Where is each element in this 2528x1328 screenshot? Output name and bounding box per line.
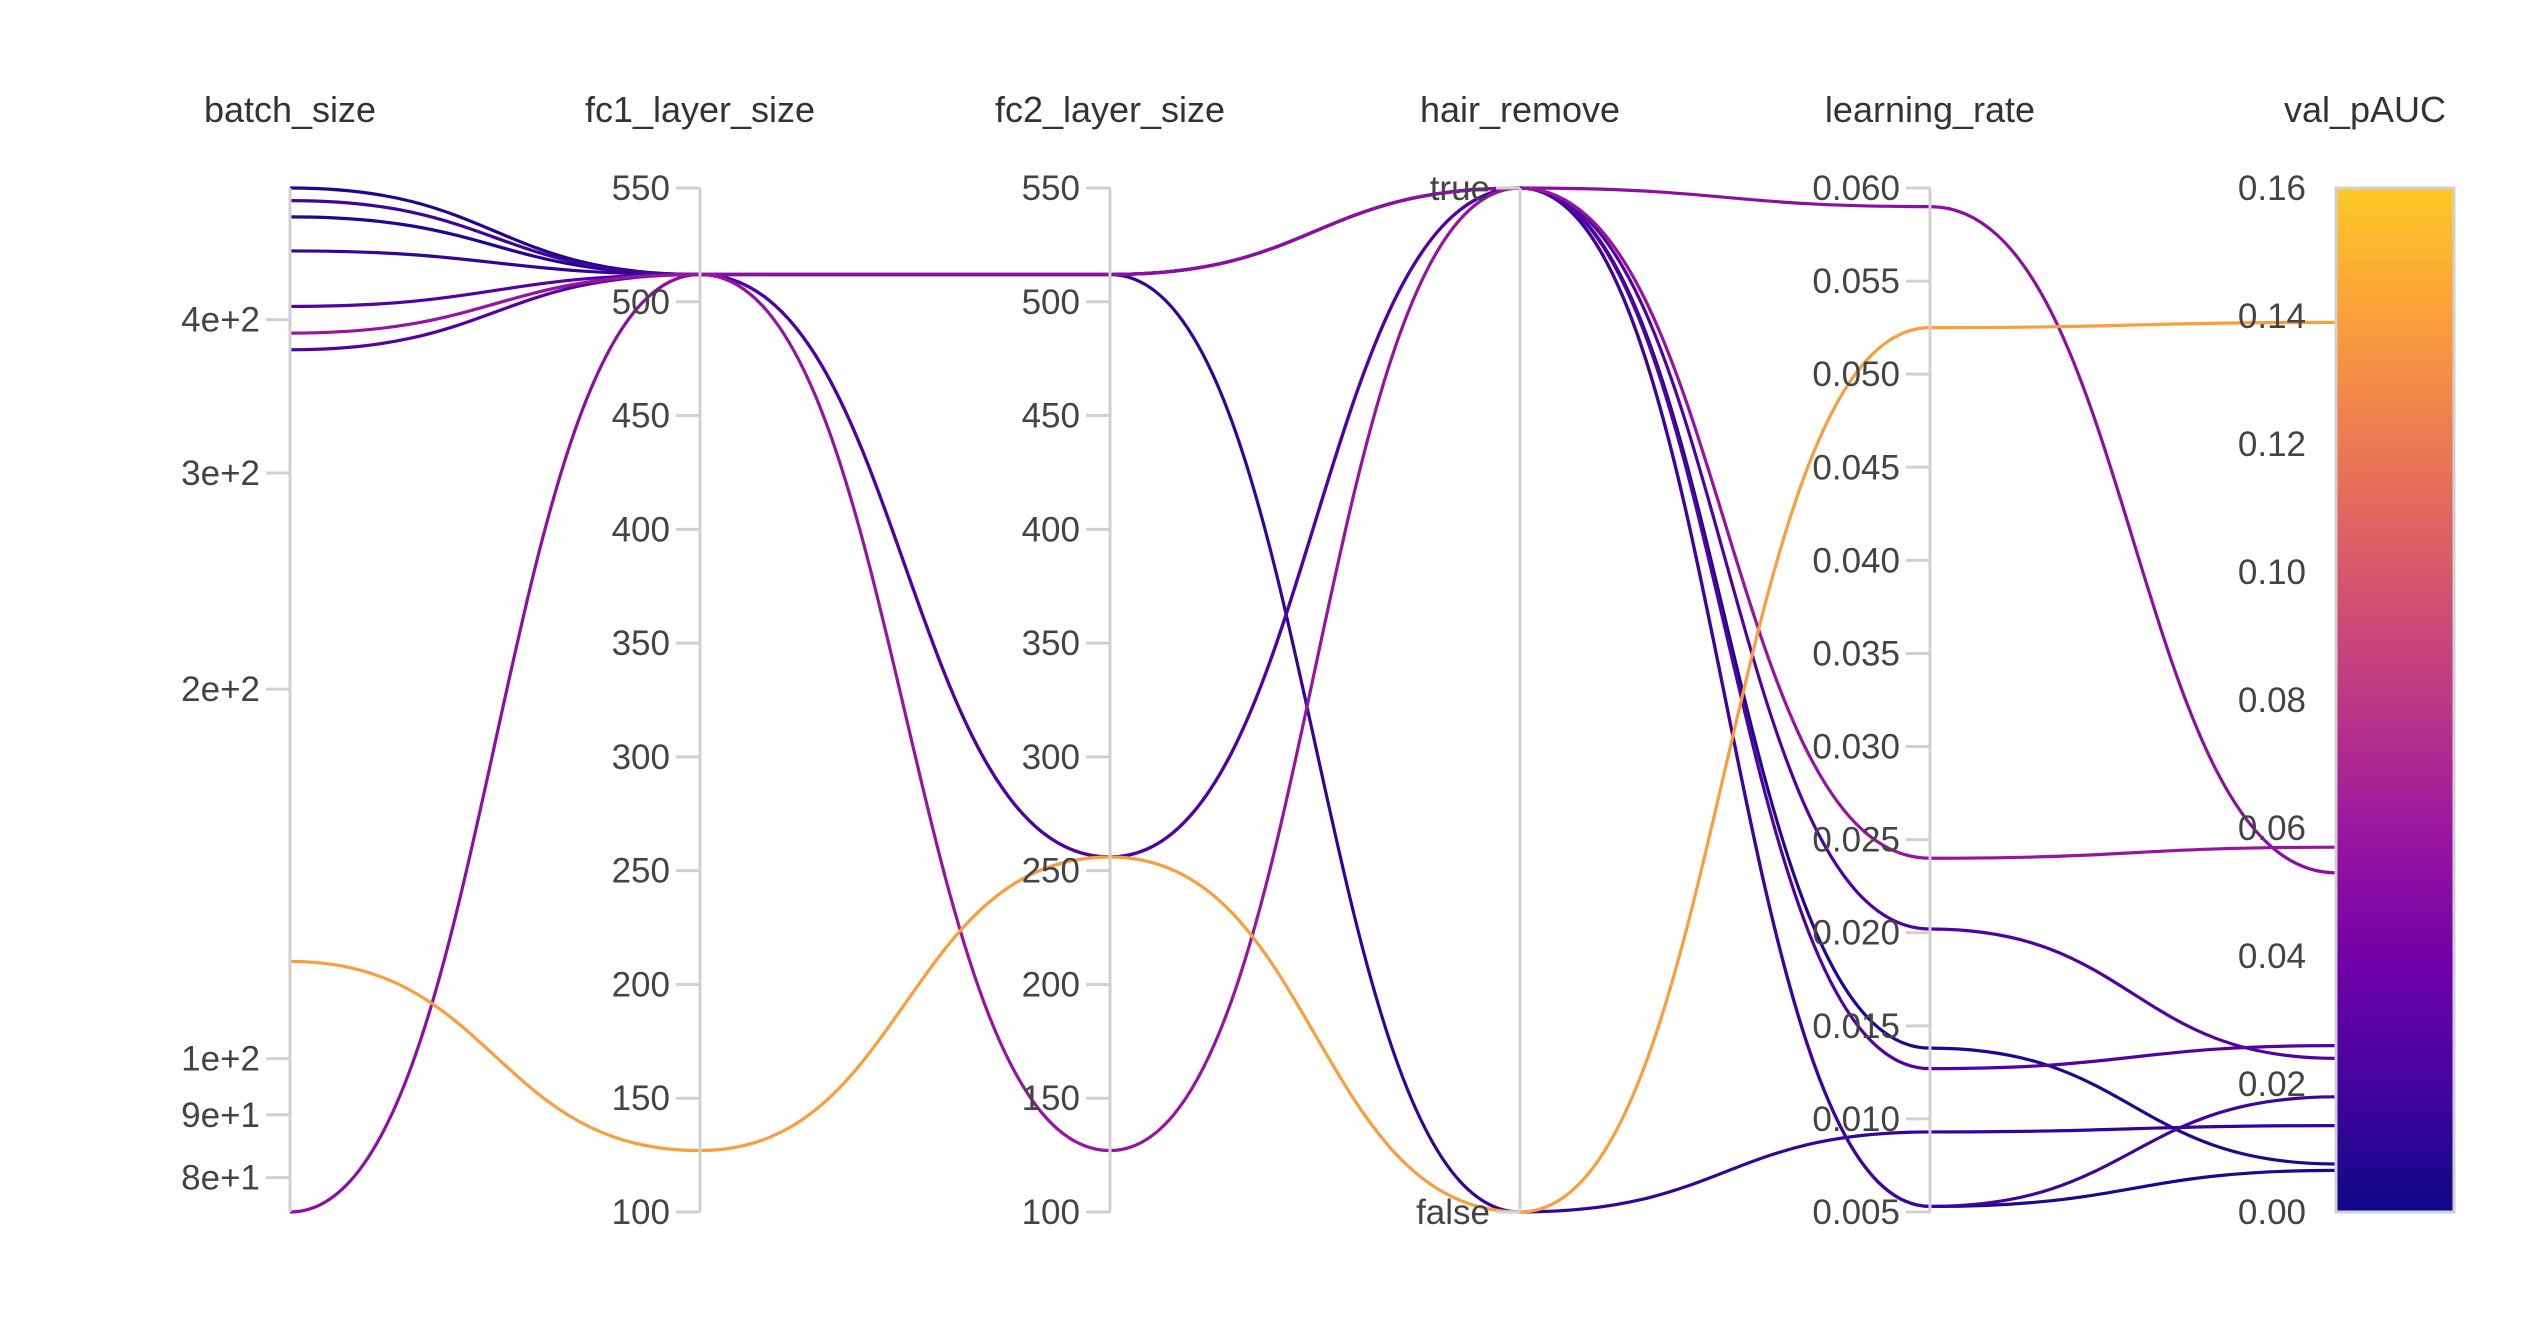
tick-label: 0.04 [2238, 937, 2306, 976]
axis-batch-size[interactable]: batch_size 8e+1 9e+1 1e+2 2e+2 3e+2 4e+2 [181, 89, 376, 1212]
axis-title: learning_rate [1825, 89, 2035, 130]
tick-label: 550 [612, 169, 670, 208]
tick-label: 200 [1022, 965, 1080, 1004]
tick-label: 150 [1022, 1079, 1080, 1118]
tick-label: 550 [1022, 169, 1080, 208]
tick-label: 0.06 [2238, 809, 2306, 848]
run-lines [289, 186, 2337, 1214]
tick-label: 0.050 [1812, 355, 1900, 394]
tick-label: 400 [1022, 510, 1080, 549]
tick-label: 9e+1 [181, 1096, 260, 1135]
tick-label: 0.12 [2238, 425, 2306, 464]
tick-label: 450 [612, 397, 670, 436]
run-line-3 [289, 186, 2337, 1209]
axis-val-pAUC[interactable]: val_pAUC 0.00 0.02 0.04 0.06 0.08 0.10 0.12 0.14… [2238, 89, 2456, 1232]
tick-label: 500 [1022, 283, 1080, 322]
tick-label: 0.010 [1812, 1100, 1900, 1139]
axis-title: fc1_layer_size [585, 89, 815, 130]
tick-label: 250 [612, 852, 670, 891]
tick-label: 300 [612, 738, 670, 777]
tick-label: 100 [1022, 1193, 1080, 1232]
tick-label: 2e+2 [181, 670, 260, 709]
tick-label: 0.030 [1812, 728, 1900, 767]
axis-title: fc2_layer_size [995, 89, 1225, 130]
tick-label: 350 [1022, 624, 1080, 663]
run-line-5 [289, 186, 2337, 1071]
run-line-4 [289, 186, 2337, 1060]
tick-label: 300 [1022, 738, 1080, 777]
tick-label: 500 [612, 283, 670, 322]
colorbar [2334, 186, 2456, 1214]
tick-label: 1e+2 [181, 1040, 260, 1079]
tick-label: 0.060 [1812, 169, 1900, 208]
axis-title: hair_remove [1420, 89, 1620, 130]
tick-label: false [1416, 1193, 1490, 1232]
tick-label: 0.02 [2238, 1065, 2306, 1104]
run-line-8 [289, 320, 2337, 1214]
tick-label: 450 [1022, 397, 1080, 436]
run-line-6 [289, 186, 2337, 1214]
axis-fc1-layer-size[interactable]: fc1_layer_size 100 150 200 250 300 350 400 450 50… [585, 89, 815, 1232]
tick-label: 0.16 [2238, 169, 2306, 208]
tick-label: 0.025 [1812, 821, 1900, 860]
tick-label: 4e+2 [181, 301, 260, 340]
axis-title: batch_size [204, 89, 376, 130]
tick-label: 0.055 [1812, 262, 1900, 301]
tick-label: 0.015 [1812, 1007, 1900, 1046]
tick-label: 250 [1022, 852, 1080, 891]
tick-label: 0.00 [2238, 1193, 2306, 1232]
tick-label: 0.020 [1812, 914, 1900, 953]
tick-label: 8e+1 [181, 1159, 260, 1198]
tick-label: 0.08 [2238, 681, 2306, 720]
tick-label: 0.14 [2238, 297, 2306, 336]
tick-label: 0.040 [1812, 541, 1900, 580]
tick-label: 100 [612, 1193, 670, 1232]
tick-label: 0.045 [1812, 448, 1900, 487]
axis-fc2-layer-size[interactable]: fc2_layer_size 100 150 200 250 300 350 400 450 50… [995, 89, 1225, 1232]
tick-label: 400 [612, 510, 670, 549]
axis-title: val_pAUC [2284, 89, 2446, 130]
tick-label: 150 [612, 1079, 670, 1118]
axis-learning-rate[interactable]: learning_rate 0.005 0.010 0.015 0.020 0.025 0.… [1812, 89, 2035, 1232]
run-line-7 [289, 186, 2337, 1153]
tick-label: 350 [612, 624, 670, 663]
tick-label: 0.005 [1812, 1193, 1900, 1232]
axes: batch_size 8e+1 9e+1 1e+2 2e+2 3e+2 4e+2 fc1_la… [181, 89, 2456, 1232]
tick-label: 200 [612, 965, 670, 1004]
tick-label: 0.10 [2238, 553, 2306, 592]
tick-label: 3e+2 [181, 454, 260, 493]
run-line-0 [289, 186, 2337, 1209]
tick-label: 0.035 [1812, 634, 1900, 673]
tick-label: true [1430, 169, 1490, 208]
